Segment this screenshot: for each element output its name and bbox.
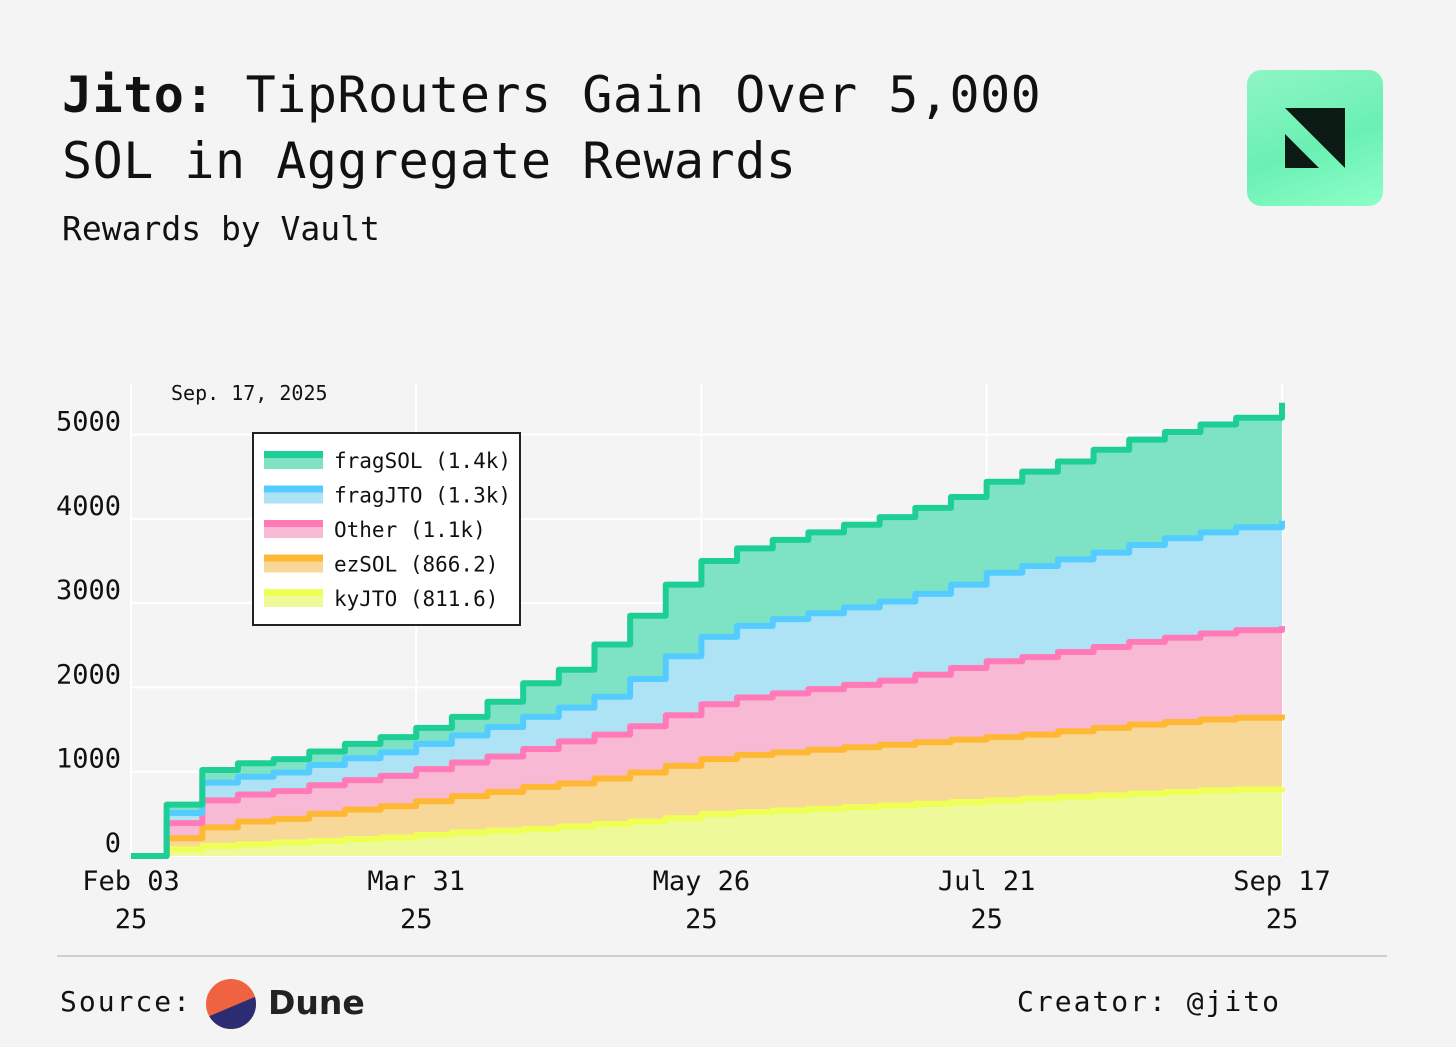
y-tick-label: 5000 — [56, 407, 121, 438]
area-fragJTO — [131, 520, 1282, 856]
x-tick-label-year: 25 — [400, 904, 433, 935]
stacked-area-chart: 0 1000 2000 3000 4000 5000 Feb 03 25 Mar 31 25 May… — [56, 381, 1331, 935]
legend-label-fragJTO: fragJTO (1.3k) — [334, 484, 511, 508]
line-kyJTO — [131, 786, 1285, 859]
x-tick-label-year: 25 — [1266, 904, 1299, 935]
legend-swatch-line — [264, 589, 323, 596]
x-tick-label-year: 25 — [115, 904, 148, 935]
x-tick-label-year: 25 — [970, 904, 1003, 935]
source-name: Dune — [268, 983, 365, 1022]
legend-label-Other: Other (1.1k) — [334, 518, 486, 542]
x-tick-label: Jul 21 — [938, 866, 1036, 897]
legend-swatch-line — [264, 485, 323, 493]
x-tick-label-year: 25 — [685, 904, 718, 935]
footer-divider — [57, 955, 1387, 957]
legend-label-kyJTO: kyJTO (811.6) — [334, 587, 498, 611]
legend-swatch-line — [264, 554, 323, 562]
y-tick-label: 2000 — [56, 659, 121, 690]
area-ezSOL — [131, 714, 1282, 856]
x-tick-label: Sep 17 — [1233, 866, 1331, 897]
y-tick-label: 4000 — [56, 491, 121, 522]
x-tick-label: Mar 31 — [367, 866, 465, 897]
legend-swatch-line — [264, 520, 323, 527]
jito-logo-icon — [1247, 70, 1383, 206]
legend-label-fragSOL: fragSOL (1.4k) — [334, 449, 511, 473]
chart-subtitle: Rewards by Vault — [62, 209, 380, 248]
chart-title-rest: TipRouters Gain Over 5,000 SOL in Aggreg… — [62, 66, 1042, 190]
line-fragSOL — [131, 402, 1285, 859]
y-tick-label: 1000 — [56, 744, 121, 775]
legend-swatch-line — [264, 451, 323, 458]
chart-title: Jito: TipRouters Gain Over 5,000 SOL in … — [62, 62, 1162, 194]
creator-credit: Creator: @jito — [1017, 985, 1282, 1018]
y-tick-label: 3000 — [56, 575, 121, 606]
source-label: Source: — [60, 985, 193, 1018]
line-ezSOL — [131, 714, 1285, 859]
x-tick-label: May 26 — [653, 866, 751, 897]
date-annotation: Sep. 17, 2025 — [171, 381, 328, 405]
y-tick-label: 0 — [105, 828, 121, 859]
line-Other — [131, 626, 1285, 859]
dune-logo-icon — [206, 979, 256, 1029]
x-tick-label: Feb 03 — [82, 866, 180, 897]
chart-title-bold: Jito: — [62, 66, 216, 124]
line-fragJTO — [131, 520, 1285, 859]
legend-label-ezSOL: ezSOL (866.2) — [334, 553, 498, 577]
